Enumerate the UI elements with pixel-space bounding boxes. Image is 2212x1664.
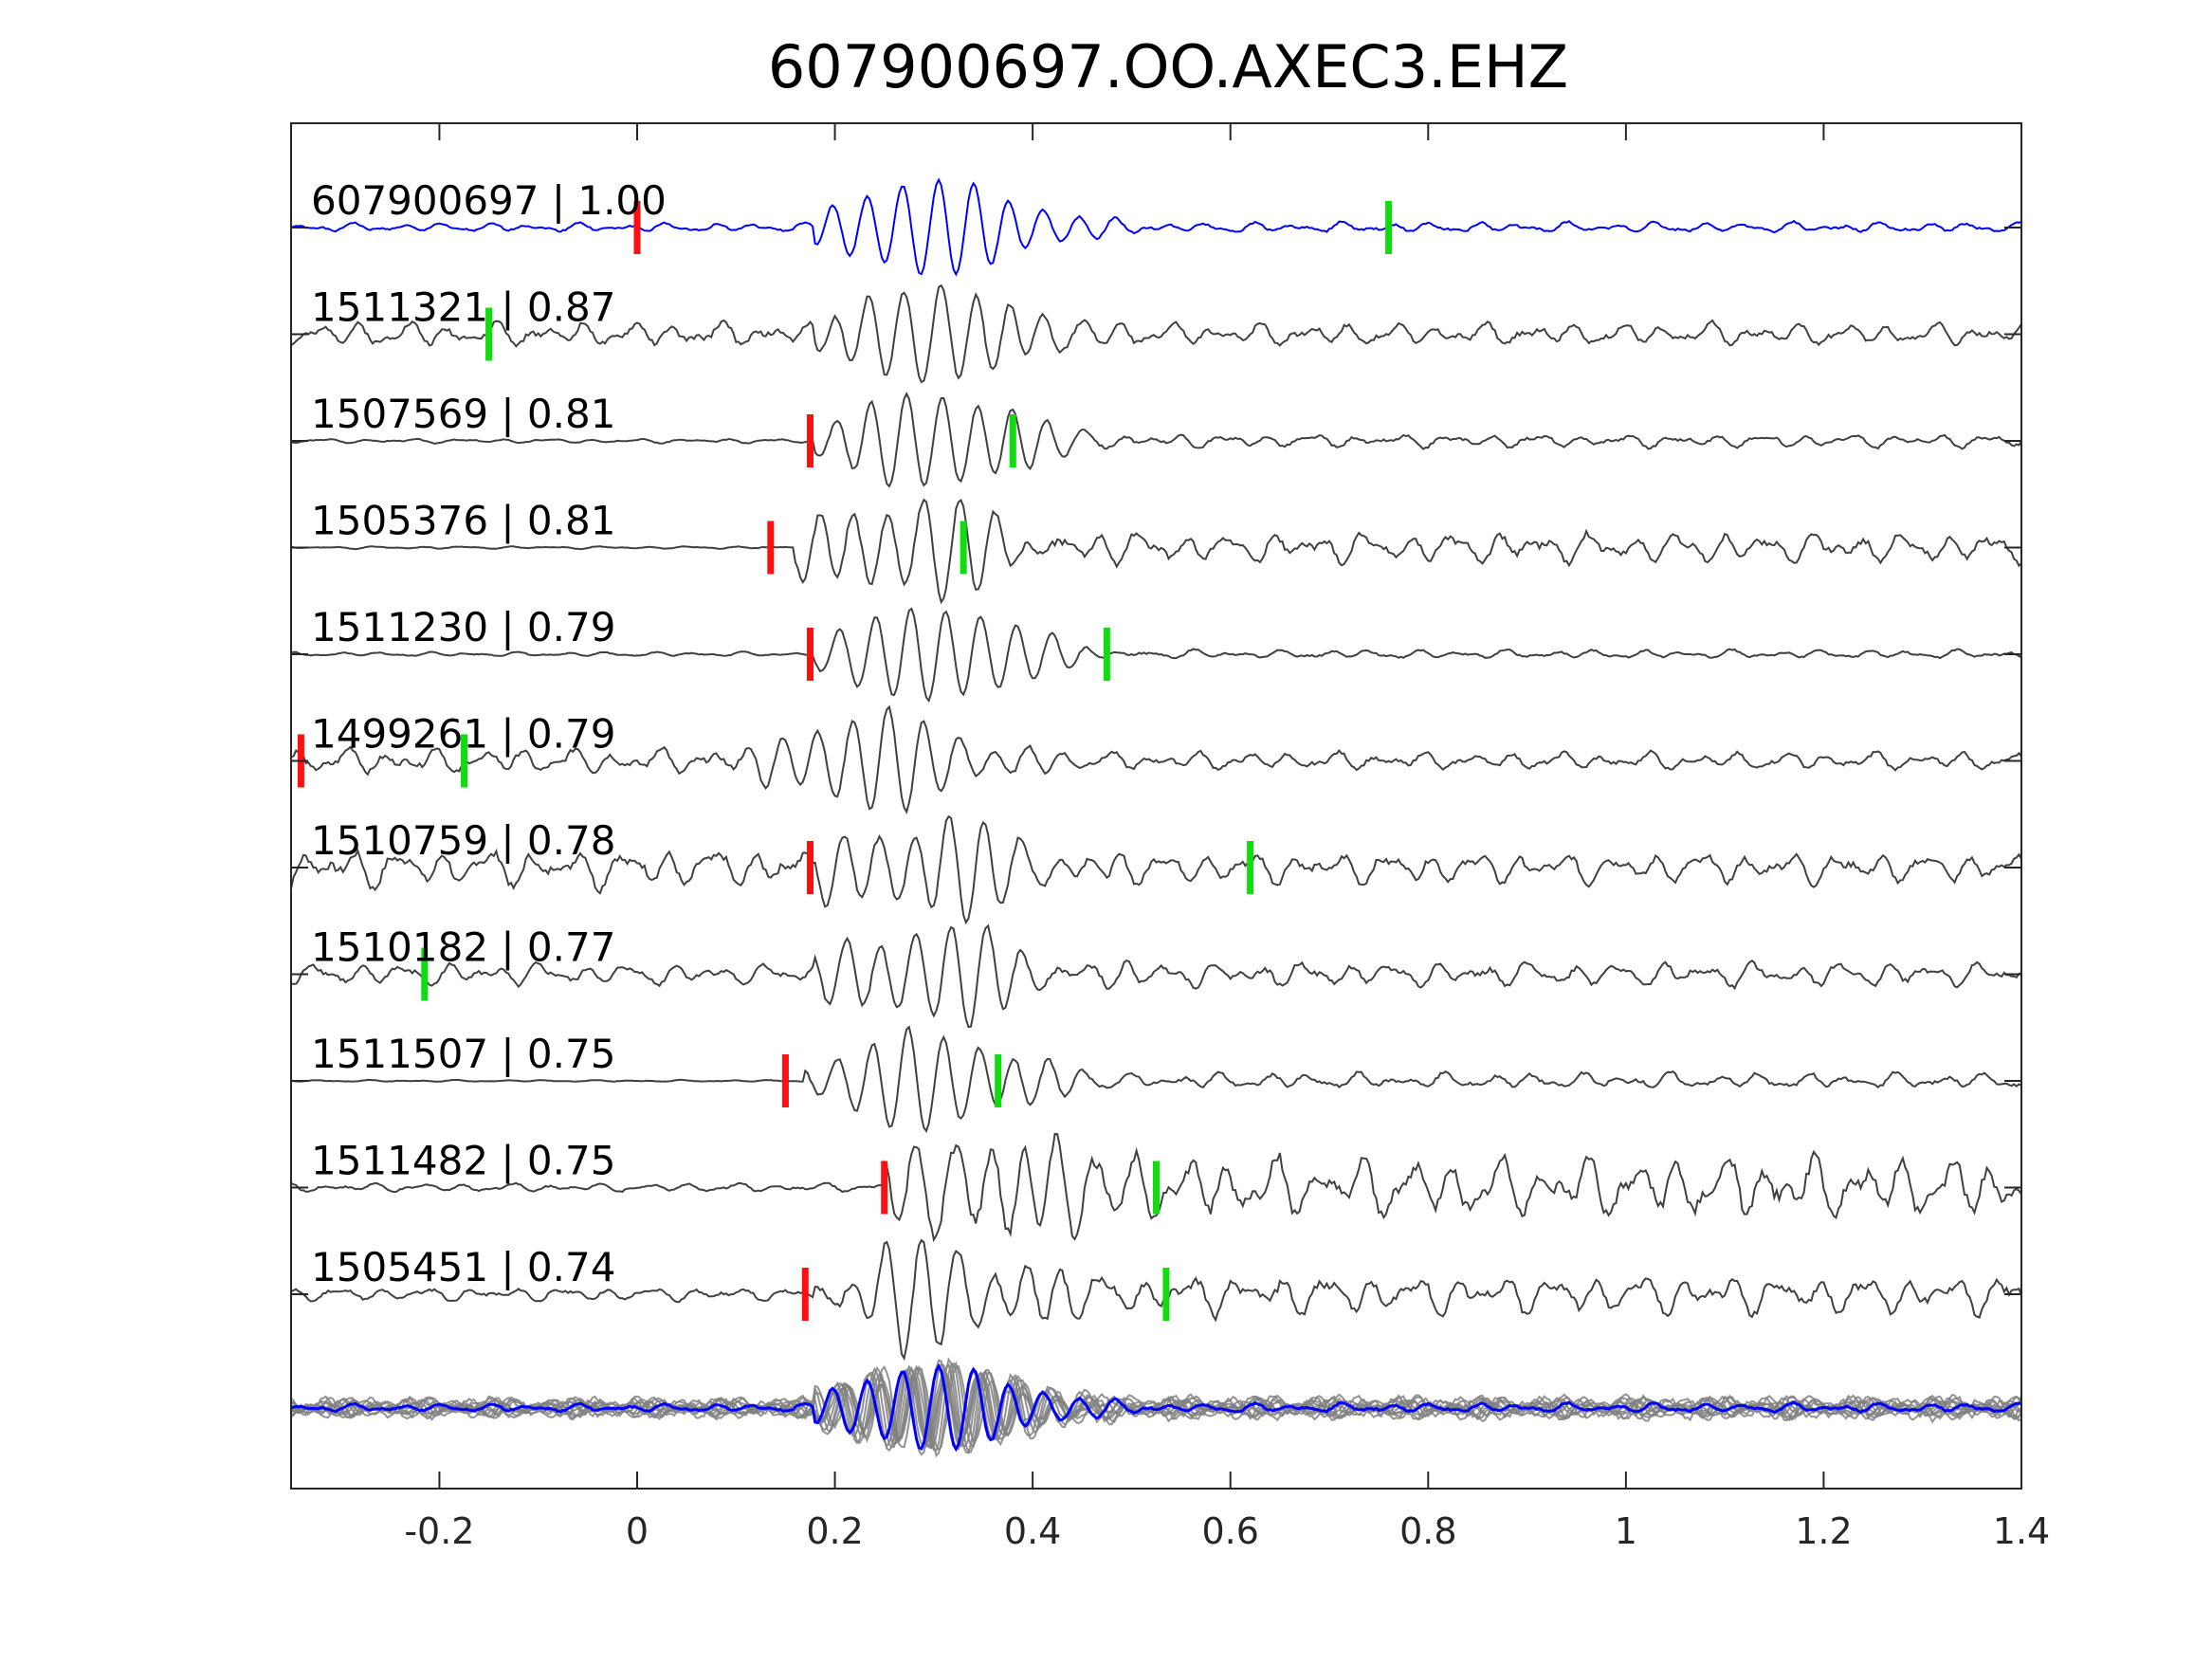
overlay-trace [290, 1364, 2022, 1452]
trace-label-1510759: 1510759 | 0.78 [311, 817, 615, 864]
trace-line-1511482 [290, 1132, 2022, 1243]
x-tick-label: 0.4 [1004, 1510, 1061, 1552]
trace-label-1507569: 1507569 | 0.81 [311, 391, 615, 437]
trace-line-1511507 [290, 1025, 2022, 1133]
x-tick-label: 1.4 [1993, 1510, 2050, 1552]
overlay-template-trace [290, 1362, 2022, 1453]
x-tick-label: 0.6 [1201, 1510, 1258, 1552]
trace-label-1511230: 1511230 | 0.79 [311, 604, 615, 650]
trace-line-1507569 [290, 391, 2022, 488]
trace-line-1511321 [290, 283, 2022, 384]
trace-line-1505376 [290, 498, 2022, 605]
x-tick-label: 0.8 [1399, 1510, 1456, 1552]
trace-label-607900697: 607900697 | 1.00 [311, 177, 667, 224]
x-tick-label: 0 [626, 1510, 649, 1552]
picks-layer [297, 201, 1393, 1321]
overlay-trace [290, 1365, 2022, 1449]
trace-line-1505451 [290, 1238, 2022, 1362]
x-tick-label: 1.2 [1795, 1510, 1852, 1552]
trace-label-1499261: 1499261 | 0.79 [311, 711, 615, 758]
trace-label-1505451: 1505451 | 0.74 [311, 1244, 615, 1290]
trace-label-1511482: 1511482 | 0.75 [311, 1138, 615, 1184]
trace-line-1499261 [290, 704, 2022, 814]
traces-layer [290, 177, 2022, 1362]
x-axis: -0.2 0 0.2 0.4 0.6 0.8 1 1.2 1.4 [291, 123, 2050, 1552]
trace-label-1505376: 1505376 | 0.81 [311, 498, 615, 544]
trace-label-1511321: 1511321 | 0.87 [311, 284, 615, 331]
x-tick-label: -0.2 [404, 1510, 474, 1552]
labels-layer: 607900697 | 1.00 1511321 | 0.87 1507569 | … [311, 177, 667, 1290]
x-tick-label: 1 [1615, 1510, 1637, 1552]
trace-label-1510182: 1510182 | 0.77 [311, 924, 615, 971]
chart-title: 607900697.OO.AXEC3.EHZ [768, 32, 1568, 101]
x-tick-label: 0.2 [806, 1510, 863, 1552]
trace-line-1511230 [291, 607, 2022, 704]
trace-line-607900697 [290, 177, 2022, 277]
trace-label-1511507: 1511507 | 0.75 [311, 1031, 615, 1077]
overlay-stack [290, 1357, 2022, 1458]
plot-area-frame [290, 122, 2022, 1490]
trace-line-1510759 [290, 814, 2022, 925]
trace-line-1510182 [290, 923, 2022, 1029]
